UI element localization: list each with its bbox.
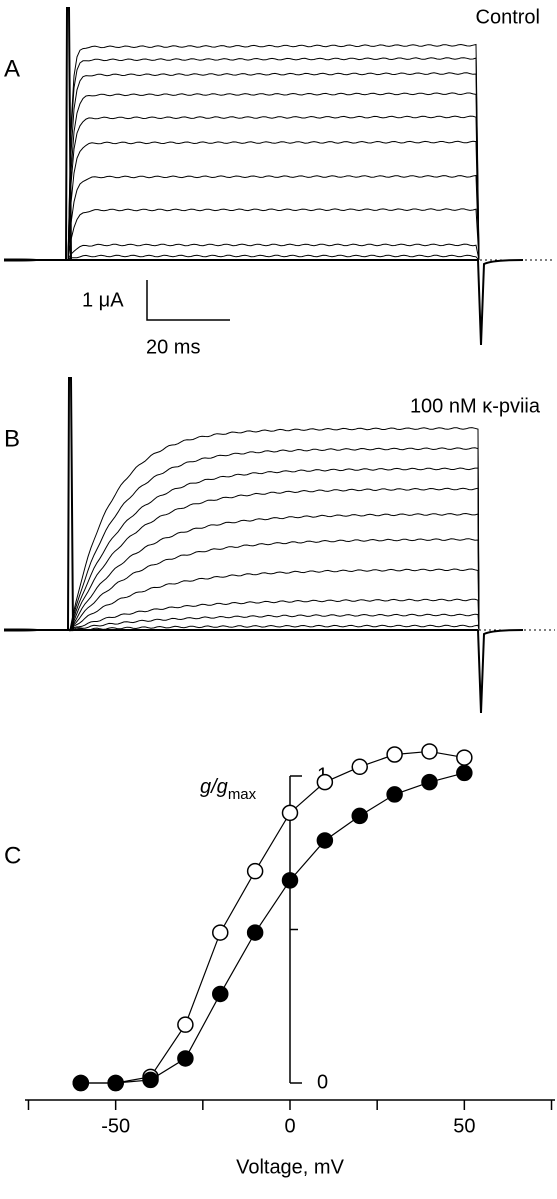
data-point <box>177 1016 194 1033</box>
data-point <box>142 1071 159 1089</box>
capacitive-spike <box>65 7 72 261</box>
data-point <box>421 743 438 760</box>
current-trace <box>3 254 480 262</box>
data-point <box>456 749 473 766</box>
current-trace <box>3 174 480 261</box>
x-axis-label: Voltage, mV <box>236 1156 345 1178</box>
scale-label: 20 ms <box>146 336 200 358</box>
panel-label: B <box>4 425 20 452</box>
current-trace <box>3 43 480 261</box>
panel-label: A <box>4 55 20 82</box>
data-point <box>386 746 403 763</box>
data-point <box>456 764 473 782</box>
data-point <box>212 924 229 941</box>
current-trace <box>3 92 480 262</box>
y-axis-label-sub: max <box>228 786 257 803</box>
data-point <box>107 1074 124 1092</box>
y-axis-label-main: g/g <box>200 776 228 798</box>
x-tick-label: 50 <box>453 1115 475 1137</box>
data-point <box>212 985 229 1003</box>
scale-bar <box>146 280 230 321</box>
current-trace <box>3 72 480 261</box>
data-point <box>351 758 368 776</box>
data-point <box>177 1050 194 1067</box>
tail-current <box>477 259 524 346</box>
x-tick-label: 0 <box>284 1115 295 1137</box>
y-axis-label: g/gmax <box>200 776 257 803</box>
current-trace <box>3 447 480 632</box>
annotation: Control <box>476 6 540 28</box>
data-point <box>351 807 368 825</box>
current-trace <box>3 243 480 261</box>
capacitive-spike <box>67 377 74 631</box>
current-trace <box>3 568 480 631</box>
current-trace <box>3 467 480 631</box>
data-point <box>281 872 299 889</box>
y-tick-label: 0 <box>317 1071 328 1093</box>
x-tick-label: -50 <box>101 1115 130 1137</box>
data-point <box>281 804 299 822</box>
data-point <box>386 786 403 803</box>
data-point <box>316 773 334 791</box>
current-trace <box>3 57 480 262</box>
data-point <box>316 832 334 849</box>
annotation: 100 nM κ-pviia <box>410 395 541 417</box>
series-line <box>80 772 465 1084</box>
panel-label: C <box>4 842 21 869</box>
current-trace <box>3 538 480 632</box>
current-trace <box>3 512 480 631</box>
series-line <box>80 750 465 1084</box>
current-trace <box>3 624 480 632</box>
current-trace <box>3 598 480 632</box>
current-trace <box>3 427 480 631</box>
data-point <box>246 924 264 941</box>
current-trace <box>3 140 480 262</box>
tail-current <box>477 629 524 714</box>
current-trace <box>3 487 480 632</box>
current-trace <box>3 613 480 632</box>
data-point <box>246 862 264 880</box>
current-trace <box>3 115 480 261</box>
current-trace <box>3 208 480 262</box>
scale-label: 1 μA <box>82 289 124 311</box>
data-point <box>421 773 438 791</box>
data-point <box>72 1074 90 1092</box>
